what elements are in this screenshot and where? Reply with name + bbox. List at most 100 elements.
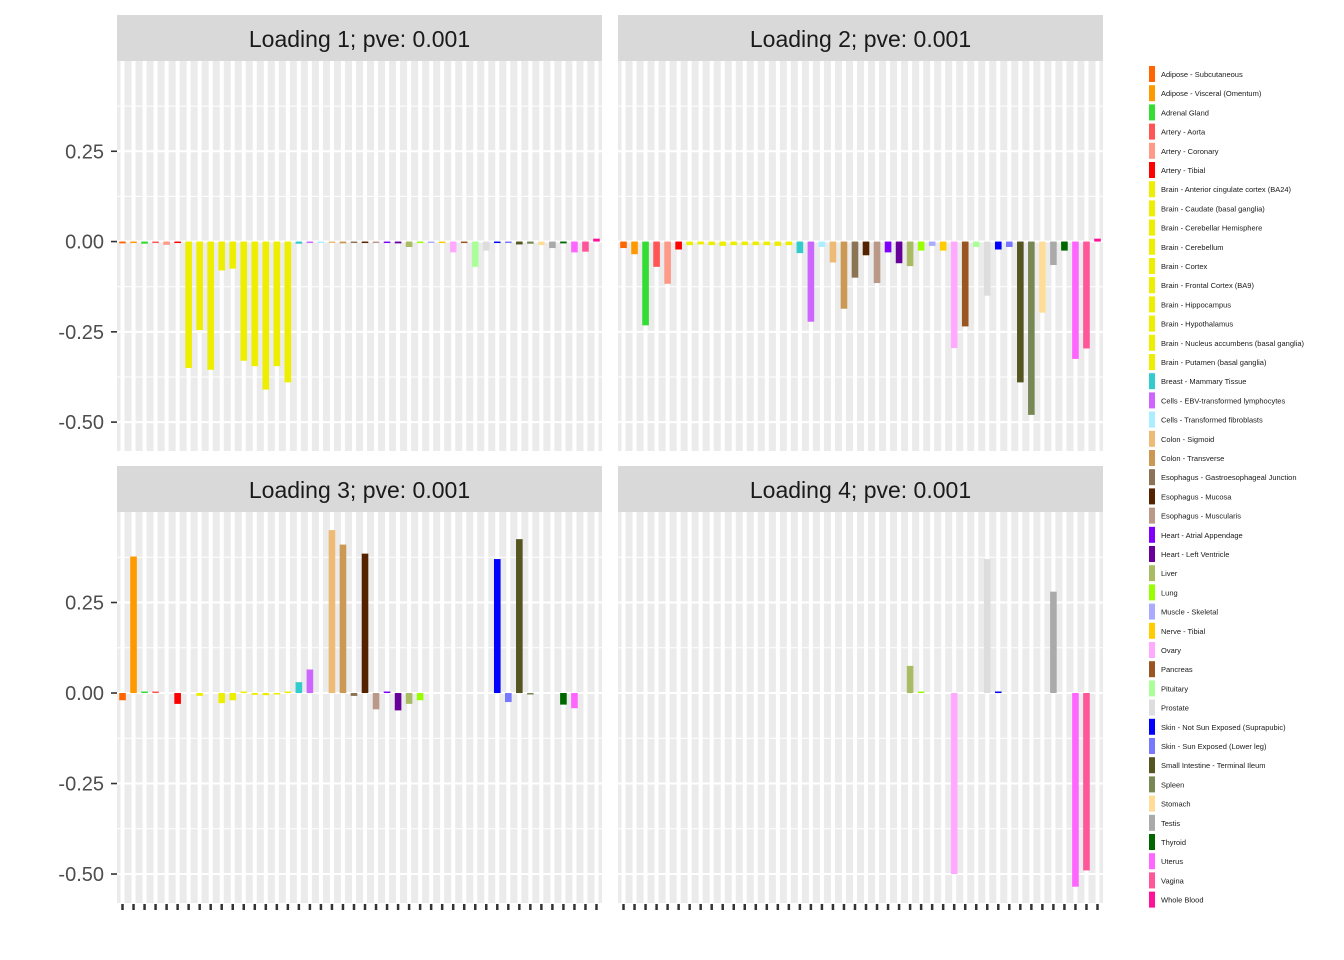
legend-swatch [1149, 603, 1155, 620]
bar [196, 693, 203, 696]
y-tick-label: -0.25 [58, 322, 104, 344]
bar [141, 691, 148, 694]
bar [460, 241, 468, 244]
legend-swatch [1149, 430, 1155, 447]
legend-swatch [1149, 450, 1155, 466]
bar [1083, 693, 1090, 871]
legend-item: Esophagus - Muscularis [1149, 507, 1241, 524]
y-tick-label: 0.00 [65, 232, 104, 254]
legend-label: Heart - Left Ventricle [1161, 550, 1229, 559]
bar [895, 241, 903, 264]
bar [196, 241, 203, 331]
legend-swatch [1149, 277, 1155, 294]
legend-swatch [1149, 200, 1155, 217]
bar [273, 241, 281, 367]
bar [394, 241, 402, 244]
legend-label: Brain - Cerebellum [1161, 243, 1224, 252]
y-tick-label: 0.25 [65, 593, 104, 615]
legend-swatch [1149, 162, 1155, 178]
legend-swatch [1149, 104, 1155, 121]
bar [560, 241, 567, 244]
bar [538, 241, 545, 246]
bar [295, 682, 303, 694]
bar [207, 241, 214, 370]
bar [851, 241, 859, 278]
legend-item: Breast - Mammary Tissue [1149, 373, 1246, 390]
legend-item: Brain - Cerebellar Hemisphere [1149, 219, 1262, 236]
bar [383, 241, 391, 244]
y-axes: 0.25 0.00 -0.25 -0.50 0.25 0.00 -0.25 -0.50 [58, 141, 117, 886]
bar [774, 241, 782, 246]
bar [372, 693, 380, 710]
legend-label: Cells - Transformed fibroblasts [1161, 416, 1263, 425]
bar [262, 241, 270, 390]
legend-label: Muscle - Skeletal [1161, 608, 1218, 617]
legend-item: Brain - Cortex [1149, 258, 1208, 274]
legend-swatch [1149, 584, 1155, 601]
legend-swatch [1149, 699, 1155, 716]
bar [527, 693, 534, 695]
legend-swatch [1149, 661, 1155, 678]
legend-item: Spleen [1149, 776, 1184, 793]
legend-swatch [1149, 546, 1155, 562]
bar [339, 241, 347, 244]
bar [1050, 591, 1057, 694]
bar [427, 241, 435, 244]
bar [1072, 241, 1079, 359]
legend-swatch [1149, 123, 1155, 140]
bar [950, 693, 958, 875]
facet-panel: Loading 4; pve: 0.001 [618, 466, 1103, 903]
bar [361, 241, 369, 244]
legend-swatch [1149, 334, 1155, 351]
bar [119, 693, 126, 701]
legend-item: Ovary [1149, 642, 1181, 658]
legend-label: Artery - Aorta [1161, 128, 1206, 137]
bar [240, 691, 248, 694]
bar [994, 691, 1002, 694]
bar [939, 241, 947, 251]
legend-item: Cells - Transformed fibroblasts [1149, 411, 1263, 428]
legend-item: Skin - Not Sun Exposed (Suprapubic) [1149, 718, 1286, 735]
facet-strip-title: Loading 3; pve: 0.001 [249, 477, 470, 503]
bar [719, 241, 727, 246]
legend-label: Nerve - Tibial [1161, 627, 1206, 636]
bar [840, 241, 848, 309]
facet-strip [618, 15, 1103, 61]
bar [906, 241, 914, 267]
legend-swatch [1149, 219, 1155, 236]
facet-panel: Loading 3; pve: 0.001 [117, 466, 602, 903]
bar [130, 241, 137, 244]
legend-item: Cells - EBV-transformed lymphocytes [1149, 392, 1285, 409]
bar [471, 241, 479, 267]
legend-item: Whole Blood [1149, 891, 1204, 908]
bar [1039, 241, 1046, 313]
legend-swatch [1149, 757, 1155, 774]
legend-item: Uterus [1149, 853, 1183, 870]
legend-label: Stomach [1161, 800, 1191, 809]
bar [983, 241, 991, 296]
facet-strip-title: Loading 1; pve: 0.001 [249, 26, 470, 52]
legend-label: Brain - Anterior cingulate cortex (BA24) [1161, 185, 1292, 194]
bar [394, 693, 402, 711]
bar [251, 693, 259, 695]
legend-label: Whole Blood [1161, 896, 1204, 905]
legend-item: Artery - Aorta [1149, 123, 1206, 140]
legend-label: Esophagus - Gastroesophageal Junction [1161, 473, 1297, 482]
legend-swatch [1149, 315, 1155, 332]
legend-label: Liver [1161, 569, 1178, 578]
bar [185, 241, 192, 368]
legend-label: Heart - Atrial Appendage [1161, 531, 1243, 540]
legend-label: Brain - Hippocampus [1161, 300, 1231, 309]
legend-swatch [1149, 738, 1155, 754]
bar [295, 241, 303, 244]
legend-label: Brain - Frontal Cortex (BA9) [1161, 281, 1254, 290]
bar [505, 241, 512, 244]
legend-swatch [1149, 181, 1155, 198]
legend-label: Small Intestine - Terminal Ileum [1161, 761, 1265, 770]
legend-swatch [1149, 622, 1155, 639]
bar [218, 693, 226, 704]
legend-swatch [1149, 834, 1155, 850]
bar [306, 669, 314, 694]
bar [174, 241, 181, 244]
legend-label: Prostate [1161, 704, 1189, 713]
